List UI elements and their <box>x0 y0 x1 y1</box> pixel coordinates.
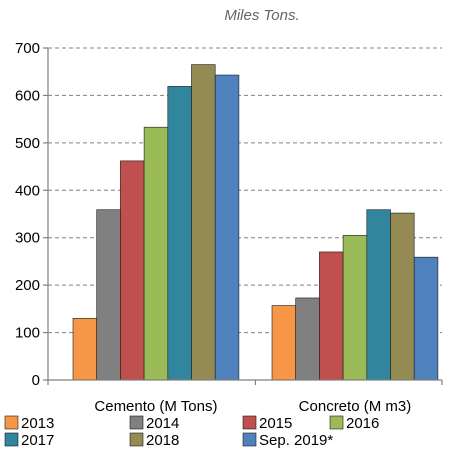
bar-2018-2 <box>390 212 415 381</box>
bar-2015-1 <box>120 160 145 381</box>
legend-item: 2014 <box>129 415 179 432</box>
legend-item: 2016 <box>329 415 379 432</box>
legend-label: 2013 <box>21 415 54 432</box>
bar-2018-1 <box>191 64 216 381</box>
bar-2013-2 <box>271 305 297 381</box>
y-tick-label: 300 <box>15 230 40 247</box>
y-tick-label: 500 <box>15 135 40 152</box>
legend-swatch <box>242 432 257 447</box>
y-tick-label: 0 <box>32 372 40 389</box>
legend-item: 2015 <box>242 415 292 432</box>
legend-item: 2017 <box>4 432 54 449</box>
bar-sep-2019--2 <box>413 256 439 381</box>
legend-swatch <box>4 432 19 447</box>
x-category-label: Concreto (M m3) <box>299 398 412 415</box>
legend-item: Sep. 2019* <box>242 432 333 449</box>
bar-2015-2 <box>319 251 344 381</box>
x-axis-category-labels: Cemento (M Tons) Concreto (M m3) <box>94 398 411 415</box>
bar-2016-2 <box>342 235 368 381</box>
chart-title: Miles Tons. <box>224 7 299 24</box>
legend-swatch <box>4 415 19 430</box>
y-axis-tick-labels: 0 100 200 300 400 500 600 700 <box>15 40 48 389</box>
legend-label: 2014 <box>146 415 179 432</box>
legend-swatch <box>129 415 144 430</box>
bar-2013-1 <box>72 318 98 381</box>
legend-label: 2017 <box>21 432 54 449</box>
x-category-label: Cemento (M Tons) <box>94 398 217 415</box>
legend: 2013 2014 2015 2016 2017 2018 Sep. 2019* <box>4 415 379 449</box>
y-tick-label: 400 <box>15 182 40 199</box>
bar-2016-1 <box>143 126 169 381</box>
y-tick-label: 100 <box>15 325 40 342</box>
bars <box>72 64 439 381</box>
legend-swatch <box>129 432 144 447</box>
y-tick-label: 600 <box>15 87 40 104</box>
bar-2014-2 <box>295 297 320 381</box>
bar-sep-2019--1 <box>214 74 240 381</box>
legend-label: 2016 <box>346 415 379 432</box>
legend-swatch <box>329 415 344 430</box>
legend-label: 2018 <box>146 432 179 449</box>
legend-swatch <box>242 415 257 430</box>
y-tick-label: 200 <box>15 277 40 294</box>
bar-2014-1 <box>96 209 121 381</box>
legend-label: 2015 <box>259 415 292 432</box>
legend-item: 2018 <box>129 432 179 449</box>
bar-2017-2 <box>366 209 391 381</box>
bar-2017-1 <box>167 86 192 381</box>
legend-label: Sep. 2019* <box>259 432 333 449</box>
legend-item: 2013 <box>4 415 54 432</box>
y-tick-label: 700 <box>15 40 40 57</box>
axes <box>47 48 443 385</box>
